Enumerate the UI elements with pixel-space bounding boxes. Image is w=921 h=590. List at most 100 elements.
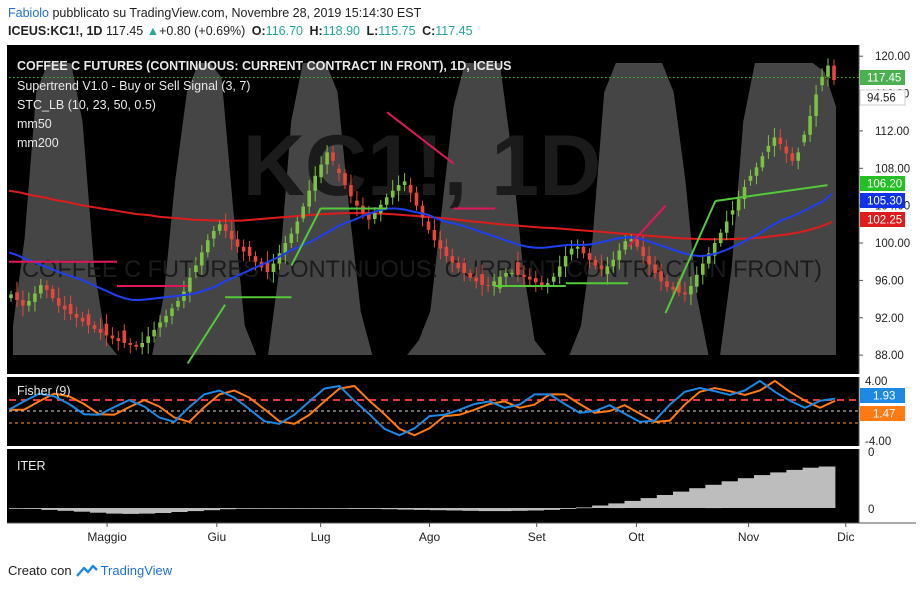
candle-body [462,262,466,273]
candle-body [492,281,496,286]
candle-body [21,300,25,306]
time-tick-label: Lug [311,530,331,544]
candle-body [581,246,586,254]
tradingview-logo-icon[interactable] [75,564,98,578]
low-label: L: [366,24,379,38]
candle-body [188,277,192,292]
fisher-tick-top: 4.00 [865,376,887,388]
candle-body [569,248,574,255]
mm50-badge-text: 105.30 [867,196,902,208]
pane-separator-iter[interactable] [7,446,916,449]
candle-body [426,221,431,230]
iter-bar [462,508,480,511]
supertrend-badge [860,176,905,191]
price-tick-label: 108.00 [875,163,910,175]
candle-body [39,285,43,294]
candle-body [110,335,115,339]
candle-body [355,200,359,206]
time-tick-label: Set [528,530,547,544]
iter-bar [138,508,156,514]
iter-bar [397,508,415,510]
candle-body [307,190,311,207]
publish-info: Fabiolo pubblicato su TradingView.com, N… [8,6,421,20]
candle-body [748,175,753,181]
candle-body [498,276,502,289]
chart-container[interactable]: KC1!, 1D COFFEE C FUTURES (CONTINUOUS: C… [7,45,916,549]
candle-body [486,285,490,287]
candle-body [301,206,305,219]
time-axis[interactable] [7,523,916,549]
price-tick-label: 120.00 [875,51,910,63]
candle-body [528,276,532,280]
legend-stc[interactable]: STC_LB (10, 23, 50, 0.5) [17,98,156,112]
candle-body [140,343,144,348]
candle-body [86,314,91,326]
price-scale[interactable] [859,45,916,549]
footer-prefix: Creato con [8,563,72,578]
author-name[interactable]: Fabiolo [8,6,49,20]
iter-pane: ITER 0 0 [9,447,874,516]
open-value: 116.70 [265,24,303,38]
candle-body [283,243,288,254]
time-tick-label: Nov [738,530,759,544]
iter-bar [268,508,285,509]
candle-body [200,252,204,266]
candle-body [718,232,723,244]
candle-body [265,261,270,272]
ohlc-summary: ICEUS:KC1!, 1D 117.45 ▲+0.80 (+0.69%) O:… [8,24,473,38]
candle-body [766,145,771,152]
candle-body [206,240,210,253]
supertrend-segment [664,200,717,314]
iter-bar [381,508,399,510]
iter-bar [721,481,739,508]
candle-body [551,276,556,282]
publish-text: pubblicato su TradingView.com, Novembre … [52,6,422,20]
candle-body [325,152,329,165]
footer: Creato con TradingView [8,563,172,578]
open-label: O: [251,24,266,38]
mm200-badge [860,212,905,227]
supertrend-badge-text: 106.20 [867,179,902,191]
iter-bar [511,508,528,511]
fisher-badge-text: 1.93 [873,391,895,403]
iter-bar [640,498,658,508]
candle-body [289,233,294,243]
candle-body [68,303,73,314]
candle-body [438,240,443,249]
fisher-signal-badge [860,406,905,421]
stc-band [13,63,836,355]
legend-mm200[interactable]: mm200 [17,136,59,150]
candle-body [74,314,79,318]
footer-brand[interactable]: TradingView [100,563,173,578]
legend: COFFEE C FUTURES (CONTINUOUS: CURRENT CO… [17,59,511,150]
fisher-title[interactable]: Fisher (9) [17,384,70,398]
candle-body [540,282,544,286]
iter-bar [818,466,836,508]
price-tick-label: 92.00 [875,313,904,325]
iter-bar [187,508,204,512]
candle-body [593,259,598,266]
iter-title[interactable]: ITER [17,459,45,473]
candle-body [826,65,830,77]
legend-supertrend[interactable]: Supertrend V1.0 - Buy or Sell Signal (3,… [17,79,250,93]
close-label: C: [422,24,436,38]
candle-body [653,264,657,273]
candle-body [420,205,425,218]
iter-bar [737,478,755,508]
candle-body [450,256,455,263]
iter-bar [770,472,787,508]
price-badges: 117.45 94.56 106.20 105.30 102.25 [859,70,906,227]
price-chart[interactable]: KC1!, 1D COFFEE C FUTURES (CONTINUOUS: C… [7,45,916,549]
iter-histogram [9,466,836,514]
candle-body [373,213,377,219]
iter-bar [106,508,123,514]
legend-title[interactable]: COFFEE C FUTURES (CONTINUOUS: CURRENT CO… [17,59,511,73]
mm50-line [8,192,833,301]
pane-separator-fisher[interactable] [7,374,916,377]
legend-mm50[interactable]: mm50 [17,117,52,131]
iter-bar [754,475,771,508]
candle-body [724,221,729,233]
candle-body [641,246,645,257]
candle-body [468,272,472,278]
candle-body [701,263,705,275]
